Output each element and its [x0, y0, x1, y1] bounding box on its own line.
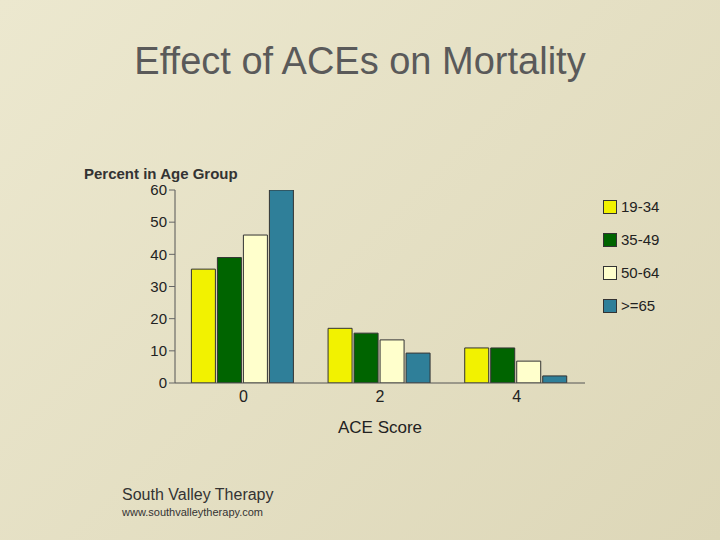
- html-text:>=65: >=65: [621, 297, 656, 314]
- html-text:19-34: 19-34: [621, 198, 660, 215]
- svg-text:0: 0: [239, 388, 248, 405]
- svg-text:60: 60: [150, 181, 167, 198]
- svg-text:30: 30: [150, 278, 167, 295]
- svg-text:0: 0: [159, 374, 167, 391]
- svg-text:40: 40: [150, 246, 167, 263]
- svg-text:20: 20: [150, 310, 167, 327]
- svg-text:2: 2: [376, 388, 385, 405]
- html-text:Effect of ACEs on Mortality: Effect of ACEs on Mortality: [134, 40, 586, 82]
- svg-text:50: 50: [150, 213, 167, 230]
- html-text:South Valley Therapy: South Valley Therapy: [122, 486, 274, 503]
- html-text:Percent in Age Group: Percent in Age Group: [84, 165, 238, 182]
- svg-text:4: 4: [512, 388, 521, 405]
- html-text:www.southvalleytherapy.com: www.southvalleytherapy.com: [122, 506, 263, 518]
- html-text:50-64: 50-64: [621, 264, 660, 281]
- html-text:35-49: 35-49: [621, 231, 660, 248]
- svg-text:ACE Score: ACE Score: [338, 418, 422, 437]
- svg-text:10: 10: [150, 342, 167, 359]
